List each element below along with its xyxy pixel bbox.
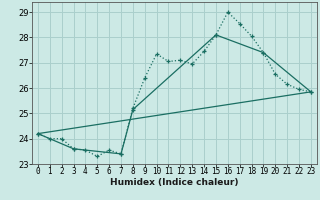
X-axis label: Humidex (Indice chaleur): Humidex (Indice chaleur) (110, 178, 239, 187)
